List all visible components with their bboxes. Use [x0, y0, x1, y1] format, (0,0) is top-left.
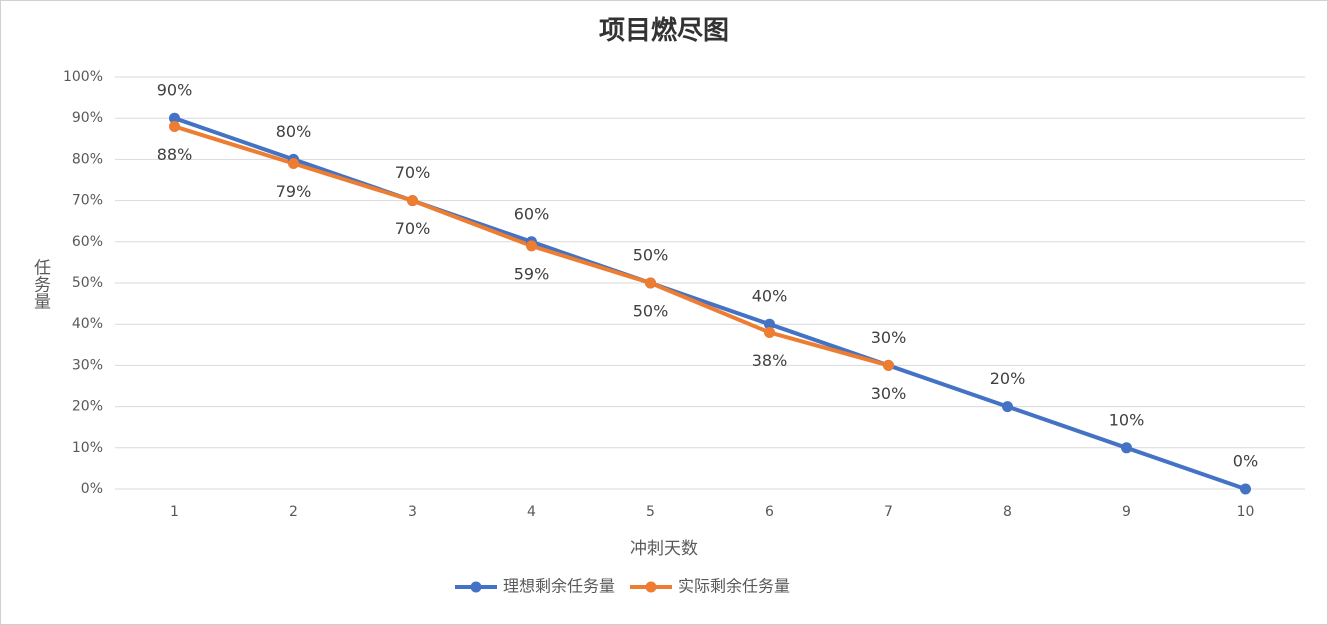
x-tick-label: 3 [408, 504, 417, 520]
data-label: 50% [633, 246, 669, 265]
data-label: 0% [1233, 452, 1258, 471]
legend-label: 理想剩余任务量 [503, 577, 615, 596]
data-point [288, 158, 299, 170]
y-tick-label: 0% [81, 481, 103, 497]
x-tick-label: 4 [527, 504, 536, 520]
x-tick-label: 9 [1122, 504, 1131, 520]
data-label: 80% [276, 122, 312, 141]
data-point [1002, 401, 1013, 413]
chart-title: 项目燃尽图 [599, 16, 729, 46]
data-point [764, 318, 775, 330]
data-point [407, 195, 418, 207]
y-tick-label: 100% [63, 69, 103, 85]
data-point [1240, 483, 1251, 495]
legend-marker [470, 581, 482, 593]
y-tick-label: 10% [72, 440, 103, 456]
x-axis-title: 冲刺天数 [630, 539, 698, 559]
y-tick-label: 90% [72, 110, 103, 126]
data-label: 79% [276, 182, 312, 201]
x-tick-label: 10 [1237, 504, 1255, 520]
x-tick-label: 7 [884, 504, 893, 520]
data-label: 88% [157, 145, 193, 164]
y-axis-title: 任务量 [30, 258, 51, 309]
data-label: 40% [752, 287, 788, 306]
data-label: 30% [871, 384, 907, 403]
data-point [169, 120, 180, 132]
legend-marker [645, 581, 657, 593]
y-tick-label: 70% [72, 193, 103, 209]
data-label: 70% [395, 219, 431, 238]
x-tick-label: 8 [1003, 504, 1012, 520]
data-label: 59% [514, 264, 550, 283]
y-tick-label: 20% [72, 399, 103, 415]
data-label: 38% [752, 351, 788, 370]
x-tick-label: 5 [646, 504, 655, 520]
x-tick-label: 6 [765, 504, 774, 520]
data-point [169, 112, 180, 124]
data-point [1121, 442, 1132, 454]
data-label: 10% [1109, 410, 1145, 429]
y-tick-label: 30% [72, 357, 103, 373]
data-label: 90% [157, 81, 193, 100]
y-tick-label: 50% [72, 275, 103, 291]
y-tick-label: 60% [72, 234, 103, 250]
data-point [883, 359, 894, 371]
x-tick-label: 2 [289, 504, 298, 520]
data-point [645, 277, 656, 289]
data-point [526, 240, 537, 252]
data-label: 70% [395, 163, 431, 182]
y-tick-label: 80% [72, 151, 103, 167]
data-label: 50% [633, 302, 669, 321]
data-point [764, 326, 775, 338]
data-label: 60% [514, 204, 550, 223]
y-tick-label: 40% [72, 316, 103, 332]
data-label: 20% [990, 369, 1026, 388]
x-tick-label: 1 [170, 504, 179, 520]
legend-label: 实际剩余任务量 [678, 577, 790, 596]
data-label: 30% [871, 328, 907, 347]
